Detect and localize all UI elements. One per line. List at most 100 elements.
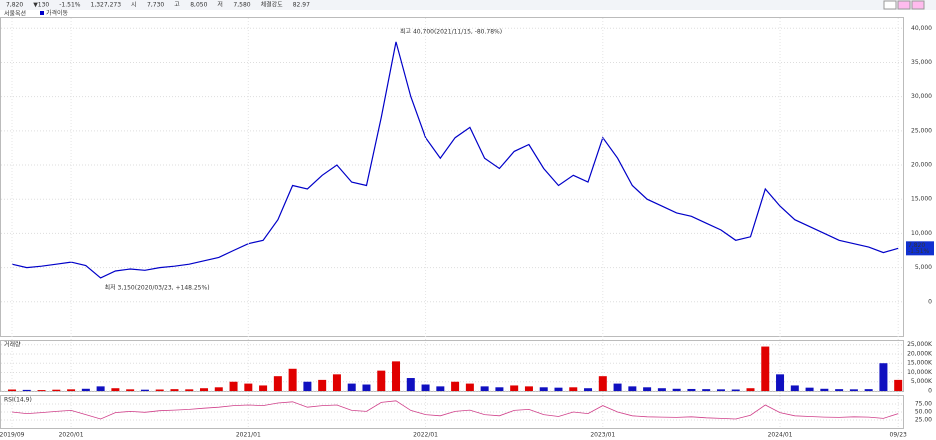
volume-bar (510, 385, 519, 391)
volume-bar (716, 389, 725, 391)
y-tick-label: 75.00 (915, 401, 932, 408)
x-tick-label: 2021/01 (236, 432, 261, 439)
y-tick-label: 25,000 (911, 127, 932, 134)
y-tick-label: 5,000K (911, 378, 933, 385)
y-tick-label: 30,000 (911, 93, 932, 100)
y-tick-label: 10,000 (911, 230, 932, 237)
header-field: 7,730 (147, 2, 164, 9)
header-field: 시 (131, 2, 137, 9)
volume-bar (746, 388, 755, 391)
volume-bar (37, 390, 46, 391)
header-field: 82.97 (293, 2, 310, 9)
volume-bar (406, 378, 415, 391)
volume-bar (200, 388, 209, 391)
x-tick-label: 2020/01 (59, 432, 84, 439)
volume-bar (288, 368, 297, 391)
rsi-panel (0, 395, 904, 429)
volume-bar (465, 383, 474, 391)
x-tick-label: 2019/09 (0, 432, 25, 439)
volume-bar (155, 389, 164, 391)
header-field: 7,820 (6, 2, 23, 9)
volume-bar (495, 387, 504, 391)
x-tick-label: 2022/01 (413, 432, 438, 439)
volume-bar (126, 389, 135, 391)
y-tick-label: 15,000K (907, 360, 933, 367)
volume-bar (894, 379, 903, 391)
y-tick-label: 0 (928, 298, 932, 305)
volume-bar (259, 385, 268, 391)
price-line (11, 400, 899, 420)
panel-title: RSI(14,9) (4, 397, 32, 404)
header-field: 저 (217, 1, 223, 9)
volume-bar (229, 381, 238, 391)
volume-bar (8, 389, 16, 391)
button[interactable] (883, 0, 897, 10)
price-badge-label: 7,820 (908, 242, 925, 249)
volume-bar (170, 389, 179, 391)
volume-bar (480, 386, 489, 391)
volume-bar (244, 383, 253, 391)
volume-bar (554, 387, 563, 391)
x-tick-label: 09/23 (890, 432, 907, 439)
volume-bar (731, 389, 740, 391)
y-tick-label: 10,000K (907, 369, 933, 376)
volume-bar (584, 388, 593, 391)
volume-bar (702, 389, 711, 391)
y-tick-label: 40,000 (911, 25, 932, 32)
header-field: 체결강도 (261, 1, 284, 9)
volume-bar (347, 383, 356, 391)
volume-bar (52, 389, 61, 391)
volume-bar (628, 386, 637, 391)
volume-bar (672, 388, 681, 391)
button[interactable] (897, 0, 911, 10)
volume-bar (332, 374, 341, 391)
y-tick-label: 20,000K (907, 350, 933, 357)
volume-bar (377, 370, 386, 391)
price-panel (0, 17, 904, 337)
volume-bar (761, 346, 770, 391)
volume-bar (864, 389, 873, 391)
y-tick-label: 20,000 (911, 162, 932, 169)
button[interactable] (911, 0, 925, 10)
volume-bar (303, 381, 312, 391)
y-tick-label: 50.00 (915, 409, 932, 416)
volume-bar (805, 387, 814, 391)
volume-bar (539, 387, 548, 391)
volume-bar (687, 388, 696, 391)
volume-bar (362, 384, 371, 391)
volume-bar (421, 384, 430, 391)
volume-bar (849, 389, 858, 391)
header-field: ▼130 (33, 2, 49, 9)
volume-bar (598, 376, 607, 391)
volume-bar (643, 387, 652, 391)
panel-title: 서울옥션 (4, 10, 26, 18)
volume-bar (790, 385, 799, 391)
header-field: -1.51% (59, 2, 81, 9)
panel-title: 거래량 (4, 341, 21, 349)
volume-bar (569, 387, 578, 391)
header-field: 8,050 (190, 2, 207, 9)
volume-bar (214, 387, 223, 391)
low-annotation: 최저 3,150(2020/03/23, +148.25%) (105, 283, 210, 291)
x-tick-label: 2024/01 (768, 432, 793, 439)
volume-bar (392, 361, 401, 391)
volume-bar (185, 389, 194, 391)
volume-bar (879, 363, 888, 391)
y-tick-label: 5,000 (915, 264, 932, 271)
volume-bar (436, 386, 445, 391)
volume-bar (273, 376, 282, 391)
header-bar (0, 0, 936, 10)
price-badge (906, 241, 934, 256)
y-tick-label: 25,000K (907, 341, 933, 348)
volume-bar (111, 388, 120, 391)
header-field: 1,327,273 (91, 2, 122, 9)
volume-bar (318, 379, 327, 391)
volume-bar (22, 389, 31, 391)
volume-bar (524, 386, 533, 391)
volume-bar (657, 388, 666, 391)
legend-label: 가격이동 (46, 9, 69, 17)
header-field: 고 (174, 2, 180, 9)
legend-swatch (40, 11, 44, 15)
y-tick-label: 35,000 (911, 59, 932, 66)
